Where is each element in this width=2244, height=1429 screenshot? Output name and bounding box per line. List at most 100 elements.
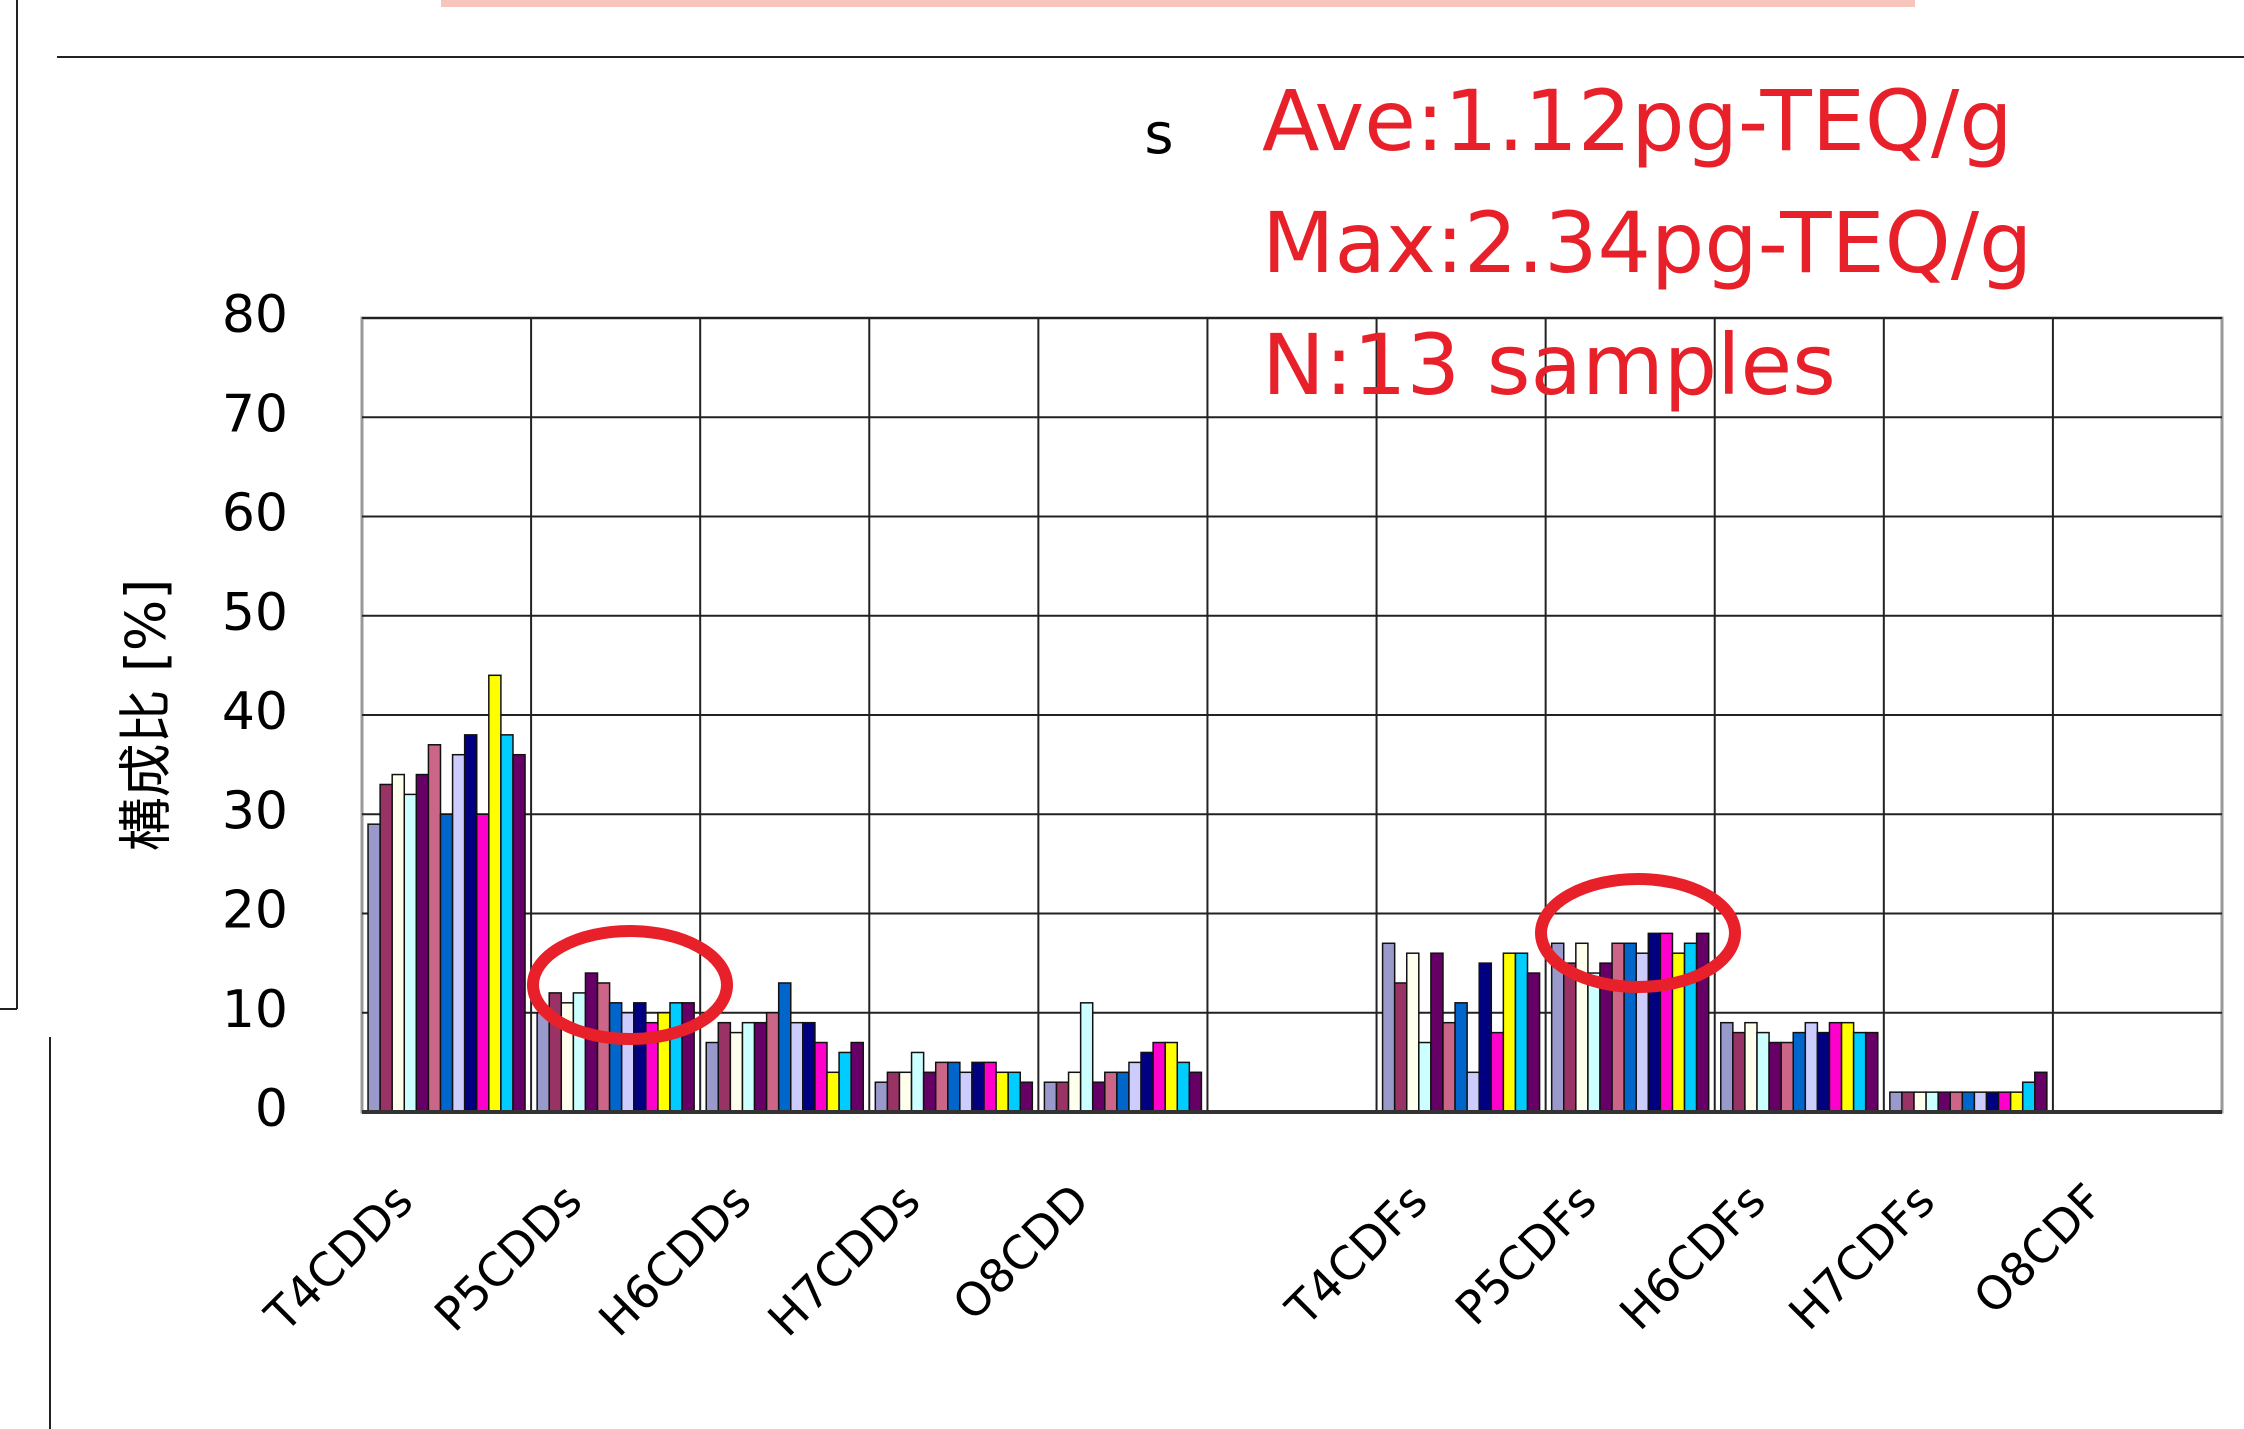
bar xyxy=(1067,1071,1082,1113)
bar xyxy=(1188,1071,1203,1113)
bar xyxy=(1804,1021,1819,1113)
bar xyxy=(1055,1081,1070,1113)
bar xyxy=(1985,1091,2000,1113)
bar xyxy=(971,1061,985,1113)
bar xyxy=(1454,1002,1468,1113)
y-tick-label: 20 xyxy=(222,881,288,941)
bar xyxy=(1381,942,1396,1113)
bar xyxy=(596,982,611,1113)
annotation: s xyxy=(1144,102,1173,167)
bar xyxy=(512,753,526,1113)
bar xyxy=(1913,1091,1927,1113)
bar xyxy=(2009,1091,2024,1113)
x-tick-label: T4CDFs xyxy=(1275,1173,1438,1336)
bar xyxy=(1140,1051,1154,1113)
bar xyxy=(367,823,381,1113)
x-tick-label: P5CDDs xyxy=(424,1173,592,1341)
bar xyxy=(1828,1021,1843,1113)
bar xyxy=(572,992,587,1113)
bar xyxy=(1405,952,1420,1113)
bar xyxy=(1647,932,1662,1113)
bar xyxy=(1864,1031,1879,1113)
bar xyxy=(1152,1041,1166,1113)
y-tick-label: 70 xyxy=(222,384,288,444)
bar xyxy=(790,1021,804,1113)
bar xyxy=(1744,1021,1758,1113)
bar xyxy=(1925,1091,1939,1113)
bar xyxy=(620,1012,635,1113)
bar xyxy=(475,813,490,1113)
bar xyxy=(1418,1041,1432,1113)
bar xyxy=(1563,962,1577,1113)
bar xyxy=(1768,1041,1782,1113)
annotation: Ave:1.12pg-TEQ/g xyxy=(1262,72,2013,170)
y-tick-label: 0 xyxy=(255,1079,288,1139)
x-tick-label: H7CDFs xyxy=(1778,1173,1945,1340)
y-tick-label: 40 xyxy=(222,682,288,742)
bar xyxy=(1466,1071,1480,1113)
bar xyxy=(500,734,514,1113)
bar xyxy=(1526,972,1541,1113)
bar xyxy=(657,1012,671,1113)
bar xyxy=(802,1021,816,1113)
bar xyxy=(1502,952,1517,1113)
bar xyxy=(1635,952,1650,1113)
bar xyxy=(1792,1031,1807,1113)
bar xyxy=(1683,942,1698,1113)
bar xyxy=(898,1071,913,1113)
bar xyxy=(826,1071,840,1113)
bar xyxy=(463,734,478,1113)
bar xyxy=(1901,1091,1915,1113)
bar xyxy=(451,753,466,1113)
x-tick-label: O8CDF xyxy=(1963,1173,2114,1324)
decor-bar xyxy=(441,0,1915,7)
bar xyxy=(536,1012,550,1113)
bar xyxy=(1128,1061,1142,1113)
bar xyxy=(633,1002,647,1113)
bar xyxy=(1695,932,1710,1113)
bar xyxy=(1732,1031,1746,1113)
x-tick-label: P5CDFs xyxy=(1445,1173,1607,1335)
y-tick-label: 50 xyxy=(222,583,288,643)
bar xyxy=(983,1061,997,1113)
bar xyxy=(1116,1071,1130,1113)
bar xyxy=(1091,1081,1106,1113)
bar xyxy=(1816,1031,1831,1113)
bar xyxy=(717,1021,732,1113)
bar xyxy=(1780,1041,1794,1113)
bar xyxy=(1720,1021,1734,1113)
bar xyxy=(1019,1081,1034,1113)
annotation: N:13 samples xyxy=(1262,316,1836,414)
bar xyxy=(922,1071,937,1113)
y-tick-label: 10 xyxy=(222,980,288,1040)
bar xyxy=(1756,1031,1770,1113)
y-tick-label: 80 xyxy=(222,285,288,345)
bar xyxy=(1043,1081,1058,1113)
x-tick-label: H6CDDs xyxy=(588,1173,761,1346)
bar xyxy=(1623,942,1637,1113)
bar xyxy=(681,1002,695,1113)
bar xyxy=(1611,942,1625,1113)
bar xyxy=(1889,1091,1903,1113)
bar xyxy=(705,1041,720,1113)
bar xyxy=(850,1041,864,1113)
bar xyxy=(1164,1041,1179,1113)
bar xyxy=(1840,1021,1855,1113)
bar xyxy=(403,793,418,1113)
bar xyxy=(753,1021,768,1113)
y-tick-label: 60 xyxy=(222,484,288,544)
y-axis-label: 構成比 [%] xyxy=(115,579,178,852)
x-tick-label: O8CDD xyxy=(942,1173,1099,1330)
bar xyxy=(1961,1091,1976,1113)
bar xyxy=(1575,942,1589,1113)
bar xyxy=(1659,932,1674,1113)
bar xyxy=(814,1041,828,1113)
highlight-ellipse xyxy=(1535,873,1741,993)
bar xyxy=(2021,1081,2036,1113)
x-tick-label: H7CDDs xyxy=(757,1173,930,1346)
bar xyxy=(1949,1091,1964,1113)
bar xyxy=(391,773,406,1113)
bar xyxy=(886,1071,901,1113)
bar xyxy=(1937,1091,1951,1113)
bar xyxy=(959,1071,973,1113)
